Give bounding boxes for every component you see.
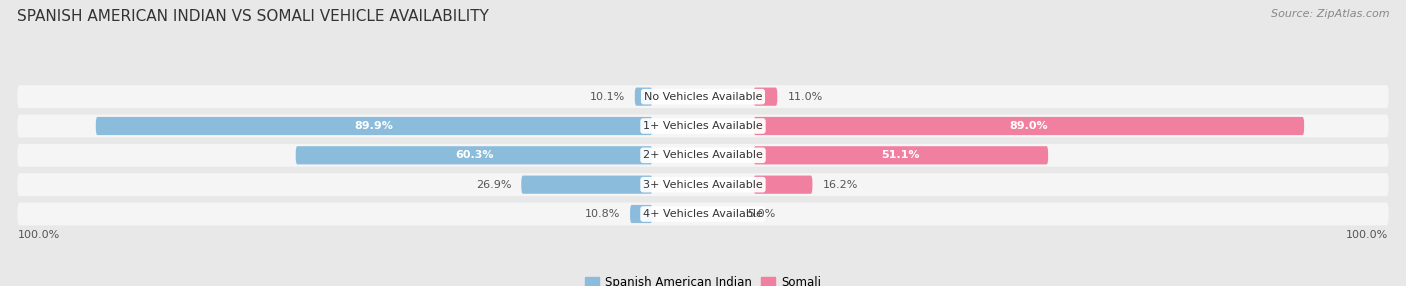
FancyBboxPatch shape [754, 146, 1047, 164]
Text: 10.8%: 10.8% [585, 209, 620, 219]
Legend: Spanish American Indian, Somali: Spanish American Indian, Somali [581, 271, 825, 286]
Text: Source: ZipAtlas.com: Source: ZipAtlas.com [1271, 9, 1389, 19]
Text: 100.0%: 100.0% [17, 230, 59, 240]
FancyBboxPatch shape [754, 117, 1305, 135]
FancyBboxPatch shape [754, 88, 778, 106]
Text: No Vehicles Available: No Vehicles Available [644, 92, 762, 102]
Text: 51.1%: 51.1% [882, 150, 920, 160]
FancyBboxPatch shape [630, 205, 652, 223]
FancyBboxPatch shape [17, 173, 1389, 196]
Text: SPANISH AMERICAN INDIAN VS SOMALI VEHICLE AVAILABILITY: SPANISH AMERICAN INDIAN VS SOMALI VEHICL… [17, 9, 489, 23]
Text: 10.1%: 10.1% [589, 92, 624, 102]
Text: 16.2%: 16.2% [823, 180, 858, 190]
FancyBboxPatch shape [17, 85, 1389, 108]
FancyBboxPatch shape [295, 146, 652, 164]
Text: 100.0%: 100.0% [1347, 230, 1389, 240]
FancyBboxPatch shape [17, 115, 1389, 138]
Text: 3+ Vehicles Available: 3+ Vehicles Available [643, 180, 763, 190]
Text: 89.9%: 89.9% [354, 121, 394, 131]
Text: 26.9%: 26.9% [475, 180, 512, 190]
FancyBboxPatch shape [634, 88, 652, 106]
Text: 89.0%: 89.0% [1010, 121, 1049, 131]
Text: 60.3%: 60.3% [454, 150, 494, 160]
FancyBboxPatch shape [17, 144, 1389, 167]
FancyBboxPatch shape [522, 176, 652, 194]
Text: 5.0%: 5.0% [747, 209, 775, 219]
FancyBboxPatch shape [754, 176, 813, 194]
Text: 11.0%: 11.0% [787, 92, 823, 102]
FancyBboxPatch shape [96, 117, 652, 135]
Text: 2+ Vehicles Available: 2+ Vehicles Available [643, 150, 763, 160]
Text: 4+ Vehicles Available: 4+ Vehicles Available [643, 209, 763, 219]
Text: 1+ Vehicles Available: 1+ Vehicles Available [643, 121, 763, 131]
FancyBboxPatch shape [17, 202, 1389, 225]
